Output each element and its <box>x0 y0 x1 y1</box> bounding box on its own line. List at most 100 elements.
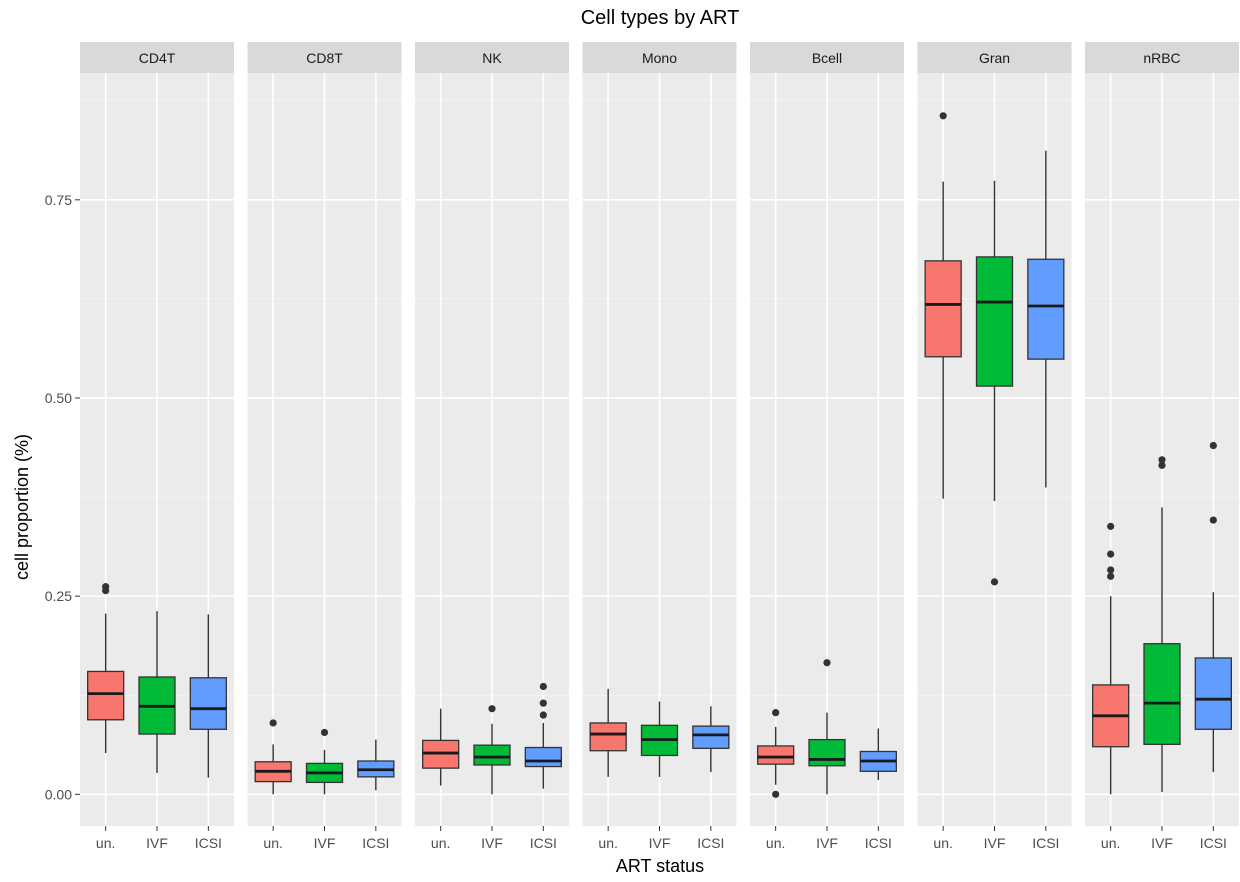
facet-panels: CD4T un. IVF ICSI CD8T un. IVF ICSI NK un. IVF ICSI… <box>80 42 1239 851</box>
x-tick-label: ICSI <box>530 835 557 851</box>
box-Bcell-un. <box>757 709 795 798</box>
box-iqr <box>692 725 730 749</box>
box-Bcell-IVF <box>808 659 846 795</box>
box-iqr <box>1194 657 1232 730</box>
outlier-point <box>1158 461 1166 469</box>
outlier-point <box>539 711 547 719</box>
box-NK-IVF <box>473 705 511 795</box>
outlier-point <box>102 583 110 591</box>
facet-strip-label: Bcell <box>812 50 842 66</box>
x-tick-label: ICSI <box>195 835 222 851</box>
x-axis-label: ART status <box>616 856 704 876</box>
box-CD8T-IVF <box>305 728 344 795</box>
box-Gran-ICSI <box>1027 150 1065 488</box>
box-Mono-ICSI <box>692 706 730 773</box>
y-tick-label: 0.50 <box>45 390 72 406</box>
box-CD4T-IVF <box>138 611 176 773</box>
outlier-point <box>772 709 780 717</box>
facet-strip <box>80 42 234 73</box>
x-tick-label: ICSI <box>1200 835 1227 851</box>
facet-strip-label: CD4T <box>139 50 176 66</box>
facet-strip <box>917 42 1072 73</box>
box-Gran-IVF <box>975 180 1014 586</box>
facet-strip-label: nRBC <box>1143 50 1180 66</box>
box-iqr <box>524 746 562 768</box>
facet-panel-Bcell: Bcell un. IVF ICSI <box>750 42 904 851</box>
outlier-point <box>539 699 547 707</box>
outlier-point <box>1107 522 1115 530</box>
x-tick-label: IVF <box>146 835 168 851</box>
box-Mono-un. <box>589 688 627 777</box>
x-tick-label: IVF <box>816 835 838 851</box>
outlier-point <box>539 682 547 691</box>
box-nRBC-un. <box>1092 522 1130 795</box>
chart-title: Cell types by ART <box>581 7 740 29</box>
box-CD4T-un. <box>87 583 125 754</box>
box-NK-ICSI <box>524 682 562 789</box>
x-tick-label: ICSI <box>362 835 389 851</box>
x-tick-label: IVF <box>314 835 336 851</box>
box-iqr <box>189 677 227 730</box>
box-nRBC-IVF <box>1143 456 1181 792</box>
x-tick-label: un. <box>766 835 785 851</box>
x-tick-label: ICSI <box>865 835 892 851</box>
box-CD8T-un. <box>254 719 292 795</box>
facet-panel-Gran: Gran un. IVF ICSI <box>917 42 1072 851</box>
box-Bcell-ICSI <box>859 728 897 781</box>
box-iqr <box>87 670 125 721</box>
x-tick-label: un. <box>96 835 115 851</box>
box-CD4T-ICSI <box>189 614 227 778</box>
box-NK-un. <box>422 708 460 786</box>
box-Mono-IVF <box>640 701 679 777</box>
facet-panel-CD4T: CD4T un. IVF ICSI <box>80 42 234 851</box>
x-tick-label: un. <box>1101 835 1120 851</box>
facet-strip <box>247 42 402 73</box>
x-tick-label: un. <box>263 835 282 851</box>
outlier-point <box>990 578 999 586</box>
box-iqr <box>757 745 795 765</box>
y-axis-label: cell proportion (%) <box>12 434 32 580</box>
x-tick-label: IVF <box>984 835 1006 851</box>
outlier-point <box>1209 441 1217 450</box>
facet-panel-nRBC: nRBC un. IVF ICSI <box>1085 42 1239 851</box>
box-CD8T-ICSI <box>357 739 395 791</box>
box-iqr <box>1143 643 1181 746</box>
facet-panel-NK: NK un. IVF ICSI <box>415 42 569 851</box>
outlier-point <box>320 728 329 737</box>
outlier-point <box>1107 566 1115 574</box>
y-tick-label: 0.75 <box>45 192 72 208</box>
x-tick-label: IVF <box>649 835 671 851</box>
x-tick-label: ICSI <box>1032 835 1059 851</box>
outlier-point <box>269 719 277 727</box>
box-iqr <box>589 722 627 752</box>
facet-strip <box>582 42 737 73</box>
facet-panel-CD8T: CD8T un. IVF ICSI <box>247 42 402 851</box>
x-tick-label: un. <box>431 835 450 851</box>
x-tick-label: ICSI <box>697 835 724 851</box>
facet-panel-Mono: Mono un. IVF ICSI <box>582 42 737 851</box>
x-tick-label: IVF <box>481 835 503 851</box>
facet-strip <box>750 42 904 73</box>
y-tick-label: 0.25 <box>45 588 72 604</box>
facet-strip-label: Gran <box>979 50 1010 66</box>
box-iqr <box>473 744 511 766</box>
outlier-point <box>1107 572 1115 580</box>
facet-strip <box>1085 42 1239 73</box>
outlier-point <box>772 790 780 798</box>
x-tick-label: IVF <box>1151 835 1173 851</box>
outlier-point <box>1158 456 1166 464</box>
x-tick-label: un. <box>933 835 952 851</box>
facet-strip-label: NK <box>482 50 502 66</box>
facet-strip <box>415 42 569 73</box>
box-Gran-un. <box>924 112 962 499</box>
box-iqr <box>1027 258 1065 360</box>
outlier-point <box>488 705 496 713</box>
outlier-point <box>939 112 947 120</box>
box-iqr <box>975 256 1014 387</box>
box-iqr <box>924 260 962 358</box>
box-nRBC-ICSI <box>1194 441 1232 773</box>
outlier-point <box>1209 516 1217 524</box>
y-tick-label: 0.00 <box>45 786 72 802</box>
